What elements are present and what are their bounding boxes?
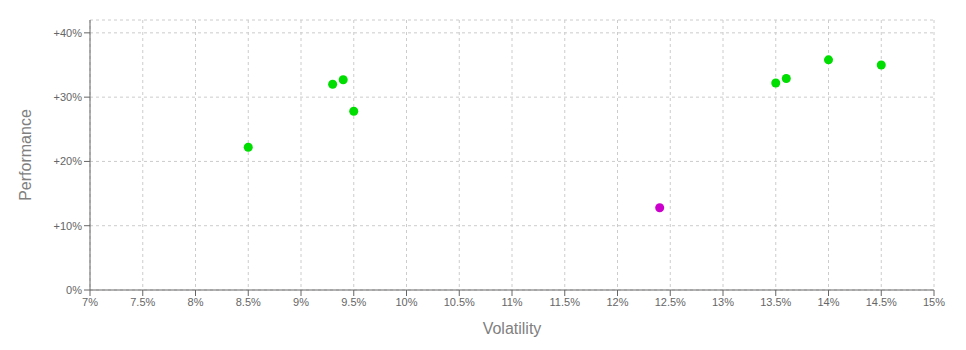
svg-text:15%: 15% (923, 296, 945, 308)
svg-text:+30%: +30% (54, 91, 83, 103)
svg-text:12%: 12% (606, 296, 628, 308)
svg-text:13%: 13% (712, 296, 734, 308)
svg-text:10.5%: 10.5% (444, 296, 475, 308)
svg-text:Performance: Performance (17, 109, 34, 201)
svg-text:+10%: +10% (54, 220, 83, 232)
svg-text:12.5%: 12.5% (655, 296, 686, 308)
svg-text:8%: 8% (188, 296, 204, 308)
svg-text:7.5%: 7.5% (130, 296, 155, 308)
svg-text:7%: 7% (82, 296, 98, 308)
svg-text:11.5%: 11.5% (550, 296, 581, 308)
svg-text:+20%: +20% (54, 155, 83, 167)
svg-text:11%: 11% (501, 296, 522, 308)
svg-text:14.5%: 14.5% (866, 296, 897, 308)
svg-text:Volatility: Volatility (483, 320, 542, 337)
svg-text:8.5%: 8.5% (236, 296, 261, 308)
svg-text:0%: 0% (66, 284, 82, 296)
svg-text:9%: 9% (293, 296, 309, 308)
svg-text:10%: 10% (395, 296, 417, 308)
svg-text:14%: 14% (817, 296, 839, 308)
svg-text:+40%: +40% (54, 27, 83, 39)
svg-text:9.5%: 9.5% (341, 296, 366, 308)
svg-text:13.5%: 13.5% (760, 296, 791, 308)
